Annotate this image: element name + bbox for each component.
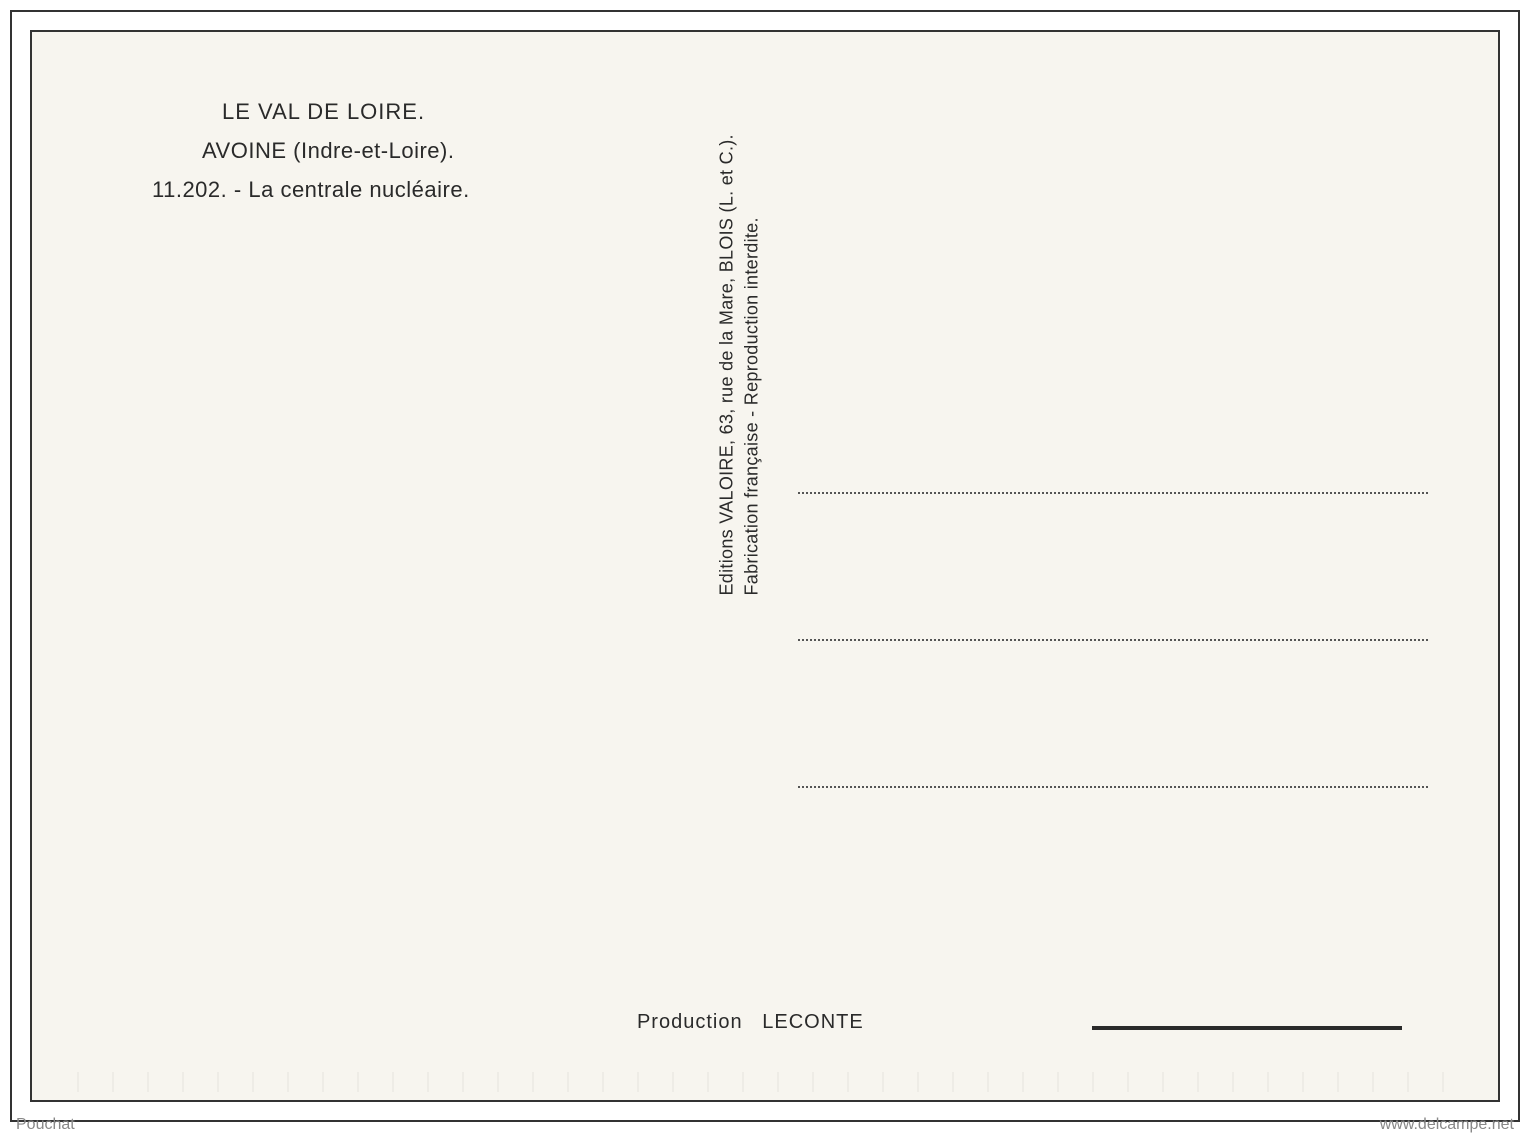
postcard-back: LE VAL DE LOIRE. AVOINE (Indre-et-Loire)…: [32, 32, 1498, 1100]
region-title: LE VAL DE LOIRE.: [222, 94, 470, 129]
watermark-username: Pouchat: [16, 1116, 75, 1134]
production-name: LECONTE: [762, 1011, 863, 1033]
outer-frame: LE VAL DE LOIRE. AVOINE (Indre-et-Loire)…: [10, 10, 1520, 1122]
card-number: 11.202.: [152, 177, 227, 202]
scalloped-edge: [62, 1072, 1468, 1092]
department-name: (Indre-et-Loire).: [293, 138, 454, 163]
watermark-site: www.delcampe.net: [1380, 1116, 1514, 1134]
reference-line: 11.202. - La centrale nucléaire.: [152, 172, 470, 207]
bottom-rule: [1092, 1026, 1402, 1030]
address-area: [798, 492, 1428, 788]
address-line-3: [798, 786, 1428, 788]
postcard-header: LE VAL DE LOIRE. AVOINE (Indre-et-Loire)…: [152, 94, 470, 208]
production-credit: Production LECONTE: [637, 1011, 864, 1034]
address-line-2: [798, 639, 1428, 641]
address-line-1: [798, 492, 1428, 494]
city-name: AVOINE: [202, 138, 287, 163]
publisher-line-2: Fabrication française - Reproduction int…: [739, 217, 766, 595]
card-title: La centrale nucléaire.: [248, 177, 469, 202]
inner-frame: LE VAL DE LOIRE. AVOINE (Indre-et-Loire)…: [30, 30, 1500, 1102]
location-line: AVOINE (Indre-et-Loire).: [202, 133, 470, 168]
publisher-line-1: Editions VALOIRE, 63, rue de la Mare, BL…: [714, 134, 741, 595]
production-label: Production: [637, 1011, 743, 1033]
separator: -: [234, 177, 242, 202]
